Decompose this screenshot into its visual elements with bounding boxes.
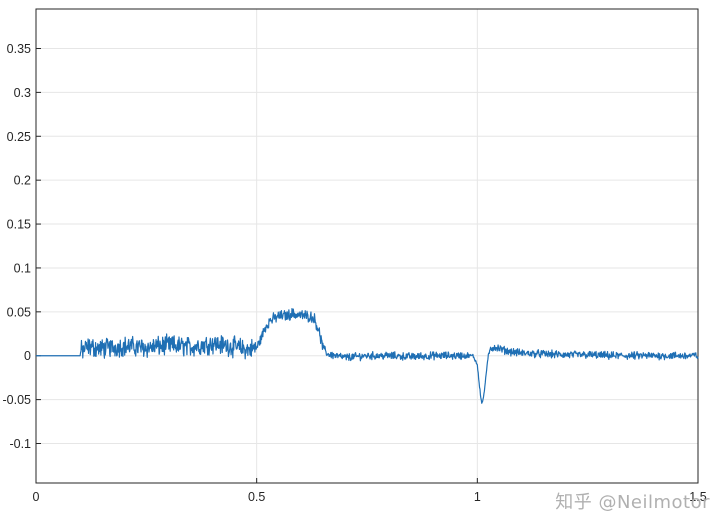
tick-marks xyxy=(35,48,699,483)
grid-lines xyxy=(35,9,699,483)
x-tick-label: 0.5 xyxy=(248,490,265,504)
plot-frame xyxy=(35,8,699,484)
y-tick-label: 0 xyxy=(24,349,31,363)
x-tick-label: 1 xyxy=(474,490,481,504)
watermark: 知乎 @Neilmotor xyxy=(555,492,710,513)
y-tick-label: -0.1 xyxy=(9,437,31,451)
y-tick-label: 0.15 xyxy=(7,218,31,232)
y-tick-label: -0.05 xyxy=(3,393,32,407)
y-tick-label: 0.3 xyxy=(14,86,31,100)
y-tick-label: 0.2 xyxy=(14,174,31,188)
data-series-line xyxy=(35,307,699,404)
y-tick-label: 0.25 xyxy=(7,130,31,144)
x-tick-label: 0 xyxy=(33,490,40,504)
y-tick-label: 0.05 xyxy=(7,305,31,319)
y-tick-labels: -0.1 -0.05 0 0.05 0.1 0.15 0.2 0.25 0.3 0.35 xyxy=(3,42,32,451)
y-tick-label: 0.1 xyxy=(14,261,31,275)
x-tick-labels: 0 0.5 1 1.5 xyxy=(33,490,707,504)
y-tick-label: 0.35 xyxy=(7,42,31,56)
x-tick-label: 1.5 xyxy=(689,490,706,504)
